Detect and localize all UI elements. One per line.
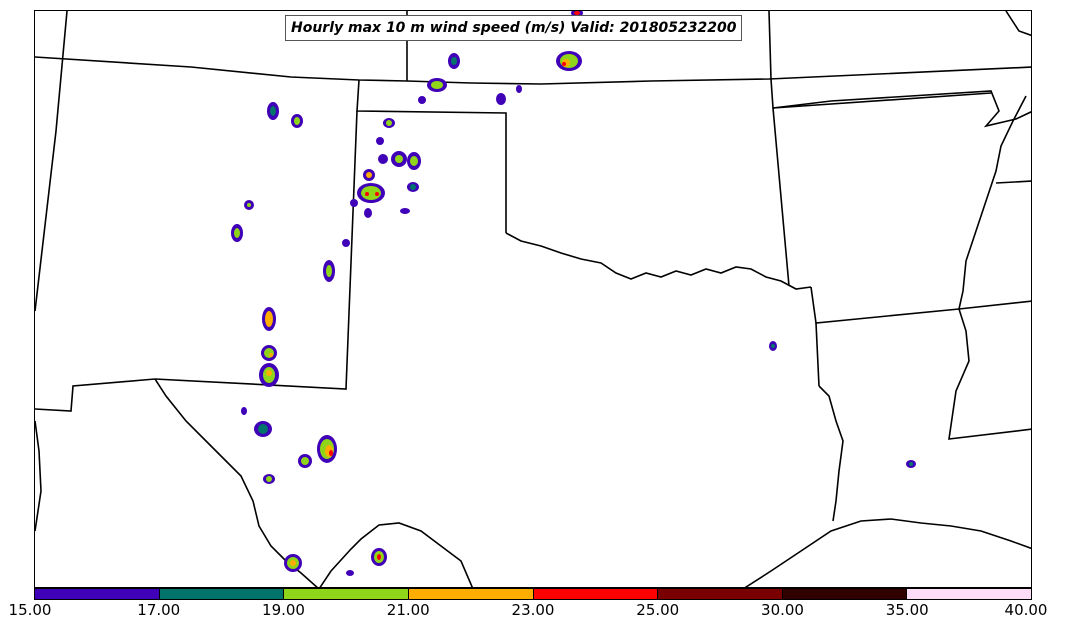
wind-cell <box>407 152 421 170</box>
wind-cell <box>400 208 410 214</box>
map-title: Hourly max 10 m wind speed (m/s) Valid: … <box>285 15 743 41</box>
wind-cell <box>241 407 247 415</box>
wind-cell <box>906 460 916 468</box>
colorbar-tick-label: 25.00 <box>636 601 680 619</box>
colorbar-tick-label: 23.00 <box>511 601 555 619</box>
wind-cell <box>391 151 407 167</box>
colorbar <box>34 588 1032 600</box>
wind-cell <box>317 435 337 463</box>
colorbar-tick-label: 15.00 <box>8 601 52 619</box>
wind-speed-cells <box>231 11 916 576</box>
map-plot-area <box>34 10 1032 588</box>
colorbar-tick-label: 40.00 <box>1004 601 1048 619</box>
wind-cell <box>383 118 395 128</box>
wind-cell <box>516 85 522 93</box>
wind-cell <box>244 200 254 210</box>
wind-cell <box>769 341 777 351</box>
colorbar-segment <box>408 589 534 599</box>
wind-cell <box>427 78 447 92</box>
state-borders <box>35 11 1031 587</box>
wind-cell <box>259 363 279 387</box>
wind-cell <box>364 208 372 218</box>
map-canvas <box>35 11 1031 587</box>
colorbar-tick-label: 35.00 <box>885 601 929 619</box>
wind-cell <box>418 96 426 104</box>
wind-cell <box>376 137 384 145</box>
colorbar-tick-label: 17.00 <box>137 601 181 619</box>
wind-cell <box>298 454 312 468</box>
colorbar-segment <box>159 589 285 599</box>
wind-cell <box>371 548 387 566</box>
wind-cell <box>407 182 419 192</box>
wind-cell <box>346 570 354 576</box>
wind-cell <box>342 239 350 247</box>
wind-cell <box>556 51 582 71</box>
wind-cell <box>363 169 375 181</box>
colorbar-tick-label: 21.00 <box>386 601 430 619</box>
wind-cell <box>284 554 302 572</box>
wind-cell <box>496 93 506 105</box>
colorbar-segment <box>782 589 908 599</box>
wind-cell <box>231 224 243 242</box>
wind-cell <box>254 421 272 437</box>
wind-cell <box>350 199 358 207</box>
colorbar-segment <box>533 589 659 599</box>
wind-cell <box>357 183 385 203</box>
wind-cell <box>378 154 388 164</box>
colorbar-segment <box>658 589 783 599</box>
wind-cell <box>263 474 275 484</box>
colorbar-tick-label: 19.00 <box>262 601 305 619</box>
wind-cell <box>262 307 276 331</box>
wind-cell <box>291 114 303 128</box>
wind-cell <box>323 260 335 282</box>
colorbar-segment <box>35 589 160 599</box>
colorbar-segment <box>907 589 1031 599</box>
wind-cell <box>261 345 277 361</box>
wind-cell <box>448 53 460 69</box>
colorbar-segment <box>284 589 409 599</box>
wind-cell <box>267 102 279 120</box>
colorbar-tick-label: 30.00 <box>761 601 804 619</box>
